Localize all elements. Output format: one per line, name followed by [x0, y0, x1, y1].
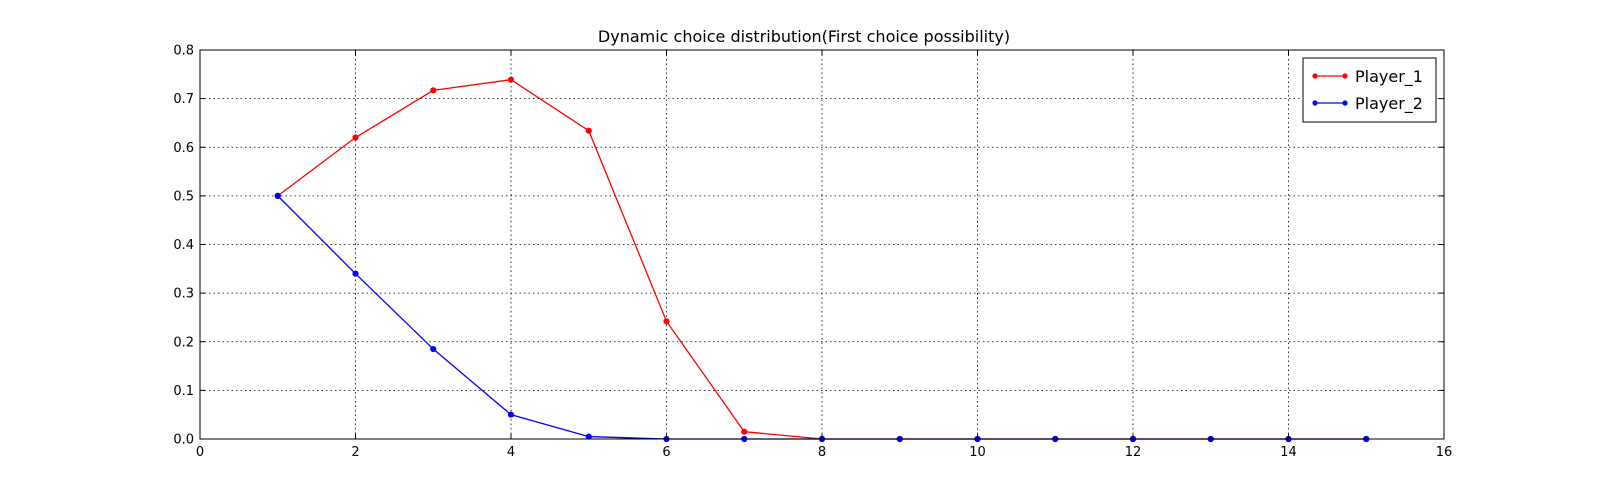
- data-point-player-2: [507, 411, 515, 418]
- x-tick-label: 0: [196, 445, 204, 460]
- y-tick-label: 0.7: [173, 92, 194, 107]
- x-tick-label: 8: [818, 445, 826, 460]
- x-tick-label: 4: [507, 445, 515, 460]
- x-tick-label: 12: [1125, 445, 1142, 460]
- data-point-player-1: [741, 428, 748, 435]
- data-point-player-2: [430, 345, 437, 353]
- data-point-player-1: [507, 76, 515, 83]
- legend-marker-player-1: [1312, 73, 1318, 79]
- legend-marker-player-1: [1342, 73, 1348, 79]
- x-tick-label: 16: [1436, 445, 1453, 460]
- y-tick-label: 0.6: [173, 141, 194, 156]
- data-point-player-2: [585, 433, 592, 440]
- axis-ticks: 0 2 4 6 8 10 12 14 16 0.0 0.1 0.2 0.3 0.4 0.5 0.6 0.7 0.8: [173, 44, 1452, 461]
- x-tick-label: 14: [1280, 445, 1297, 460]
- legend-box: [1302, 57, 1437, 123]
- legend-marker-player-2: [1342, 100, 1348, 106]
- legend-label-player-2: Player_2: [1355, 94, 1423, 114]
- data-point-player-1: [663, 318, 670, 325]
- data-point-player-1: [585, 127, 592, 134]
- y-tick-label: 0.5: [173, 189, 194, 204]
- y-tick-label: 0.1: [173, 384, 194, 399]
- legend-marker-player-2: [1312, 100, 1318, 106]
- grid: [200, 50, 1444, 439]
- data-point-player-2: [274, 192, 281, 199]
- data-point-player-1: [430, 87, 437, 94]
- y-tick-label: 0.4: [173, 238, 194, 253]
- legend: Player_1 Player_2: [1302, 57, 1437, 123]
- x-tick-label: 2: [351, 445, 359, 460]
- y-tick-label: 0.2: [173, 335, 194, 350]
- legend-label-player-1: Player_1: [1355, 67, 1423, 87]
- data-point-player-2: [352, 270, 359, 277]
- x-tick-label: 10: [969, 445, 986, 460]
- y-tick-label: 0.0: [173, 433, 194, 448]
- data-point-player-1: [352, 134, 359, 141]
- x-tick-label: 6: [662, 445, 670, 460]
- y-tick-label: 0.8: [173, 44, 194, 59]
- chart-title: Dynamic choice distribution(First choice…: [598, 27, 1010, 46]
- y-tick-label: 0.3: [173, 287, 194, 302]
